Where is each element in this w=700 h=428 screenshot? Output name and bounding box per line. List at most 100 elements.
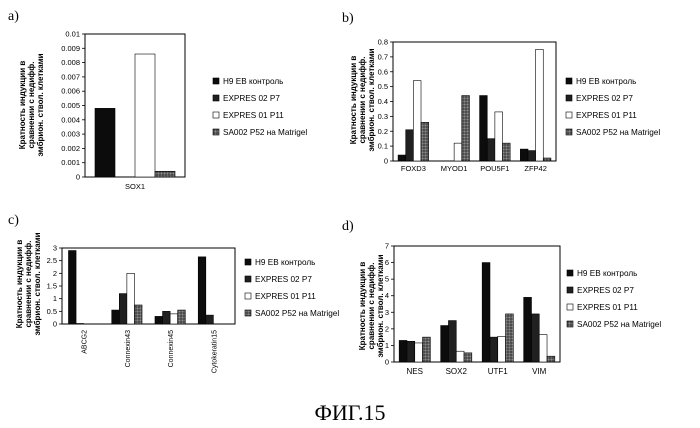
y-axis-label-line: Кратность индукции в: [349, 56, 358, 145]
legend-swatch: [212, 111, 220, 119]
legend-entry: EXPRES 01 P11: [577, 303, 638, 312]
bar-d-0-0: [398, 340, 408, 363]
y-tick-label: 0.01: [65, 30, 80, 39]
legend-entry: EXPRES 02 P7: [577, 286, 634, 295]
legend: H9 EB контроль EXPRES 02 P7 EXPRES 01 P11 S…: [212, 77, 307, 137]
legend: H9 EB контроль EXPRES 02 P7 EXPRES 01 P11 S…: [566, 269, 661, 329]
legend-swatch: [565, 128, 573, 136]
bar-c-2-3: [177, 309, 186, 325]
bar-b-0-2: [413, 80, 422, 162]
bar-c-1-0: [111, 309, 120, 325]
y-tick-label: 1: [385, 341, 389, 350]
y-tick-label: 0.7: [378, 52, 388, 61]
bar-d-3-0: [523, 297, 532, 363]
x-tick-label: SOX2: [446, 367, 468, 376]
bar-c-3-0: [197, 256, 207, 325]
bar-c-1-3: [134, 304, 143, 325]
x-tick-label: UTF1: [488, 367, 509, 376]
y-tick-label: 0.006: [61, 87, 80, 96]
x-tick-label: FOXD3: [401, 164, 426, 173]
bar-d-2-2: [497, 336, 506, 363]
bar-d-1-3: [463, 352, 473, 363]
legend-entry: SA002 P52 на Matrigel: [576, 128, 660, 137]
panel-label: a): [8, 9, 19, 24]
y-tick-label: 0.1: [378, 142, 388, 151]
y-tick-label: 0.2: [378, 127, 388, 136]
y-axis-label-line: Кратность индукции в: [18, 61, 27, 150]
chart-panel-a: a) 0.01 0.009 0.008 0.007 0.006 0.005 0.004 0.00…: [8, 9, 307, 191]
bar-b-1-2: [453, 142, 463, 162]
y-tick-label: 0.8: [378, 38, 388, 47]
legend-entry: H9 EB контроль: [255, 258, 315, 267]
bar-a-0-2: [134, 53, 156, 178]
panel-label: d): [342, 219, 354, 234]
legend-swatch: [212, 128, 220, 136]
bar-c-2-2: [169, 313, 178, 325]
y-tick-label: 2: [385, 324, 389, 333]
y-tick-label: 0: [384, 157, 388, 166]
y-axis-label: Кратность индукции в сравнении с недифф. э…: [15, 232, 42, 335]
bar-c-2-1: [162, 311, 171, 325]
legend-swatch: [244, 275, 252, 283]
legend-entry: SA002 P52 на Matrigel: [223, 128, 307, 137]
bar-b-3-2: [535, 49, 544, 162]
legend-entry: EXPRES 02 P7: [255, 275, 312, 284]
bar-b-3-1: [527, 150, 536, 162]
y-axis-label: Кратность индукции в сравнении с недифф. э…: [18, 53, 45, 156]
legend: H9 EB контроль EXPRES 02 P7 EXPRES 01 P11 S…: [244, 258, 339, 318]
x-tick-label: Connexin45: [168, 330, 175, 367]
legend-swatch: [565, 111, 573, 119]
bar-b-1-3: [461, 95, 470, 162]
bar-d-2-0: [481, 262, 491, 363]
y-tick-label: 0.002: [61, 144, 80, 153]
y-tick-label: 1: [53, 294, 57, 303]
y-tick-label: 0.009: [61, 44, 80, 53]
legend-entry: SA002 P52 на Matrigel: [577, 320, 661, 329]
y-axis-label-line: сравнении с недифф.: [367, 262, 376, 349]
bar-b-2-2: [494, 111, 503, 162]
x-tick-label: NES: [407, 367, 423, 376]
bar-a-0-3: [154, 170, 176, 178]
legend-entry: SA002 P52 на Matrigel: [255, 309, 339, 318]
y-axis-label-line: эмбрион. ствол. клетками: [376, 254, 385, 357]
chart-panel-c: c) 3 2.5 2 1.5 1 0.5 0 Кратность индукции в сравн…: [8, 213, 339, 373]
chart-panel-b: b) 0.8 0.7 0.6 0.5 0.4 0.3 0.2 0.1 0 Кратность инд…: [342, 11, 660, 173]
legend-swatch: [244, 292, 252, 300]
y-tick-label: 7: [385, 242, 389, 251]
bar-d-3-2: [538, 334, 548, 363]
y-axis-label-line: сравнении с недифф.: [24, 240, 33, 327]
bar-c-0-1: [75, 323, 84, 325]
y-tick-label: 0.005: [61, 101, 80, 110]
bar-d-2-3: [505, 313, 514, 363]
legend-entry: EXPRES 02 P7: [223, 94, 280, 103]
x-tick-label: Cytokeratin15: [211, 330, 218, 373]
y-tick-label: 0.5: [47, 307, 57, 316]
bar-c-2-0: [154, 316, 163, 325]
y-tick-label: 0: [53, 320, 57, 329]
x-tick-label: VIM: [532, 367, 547, 376]
y-tick-label: 0.004: [61, 115, 80, 124]
x-tick-label: MYOD1: [441, 164, 468, 173]
x-tick-label: POU5F1: [480, 164, 509, 173]
legend: H9 EB контроль EXPRES 02 P7 EXPRES 01 P11 S…: [565, 77, 660, 137]
bar-c-1-1: [119, 293, 128, 325]
bar-b-2-1: [486, 138, 496, 162]
y-axis-label-line: сравнении с недифф.: [358, 56, 367, 143]
bar-b-0-3: [420, 122, 429, 162]
y-tick-label: 1.5: [47, 282, 57, 291]
bar-d-3-1: [531, 313, 540, 363]
y-axis-label: Кратность индукции в сравнении с недифф. э…: [358, 254, 385, 357]
y-tick-label: 0.4: [378, 97, 388, 106]
legend-swatch: [212, 77, 220, 85]
bar-a-0-0: [94, 108, 116, 178]
bar-b-2-0: [479, 95, 488, 162]
bar-d-0-2: [414, 342, 423, 363]
legend-swatch: [565, 77, 573, 85]
bar-b-0-1: [405, 129, 414, 162]
legend-swatch: [566, 320, 574, 328]
y-tick-label: 2: [53, 269, 57, 278]
y-axis-label-line: эмбрион. ствол. клетками: [367, 48, 376, 151]
figure-caption: ФИГ.15: [314, 400, 385, 425]
